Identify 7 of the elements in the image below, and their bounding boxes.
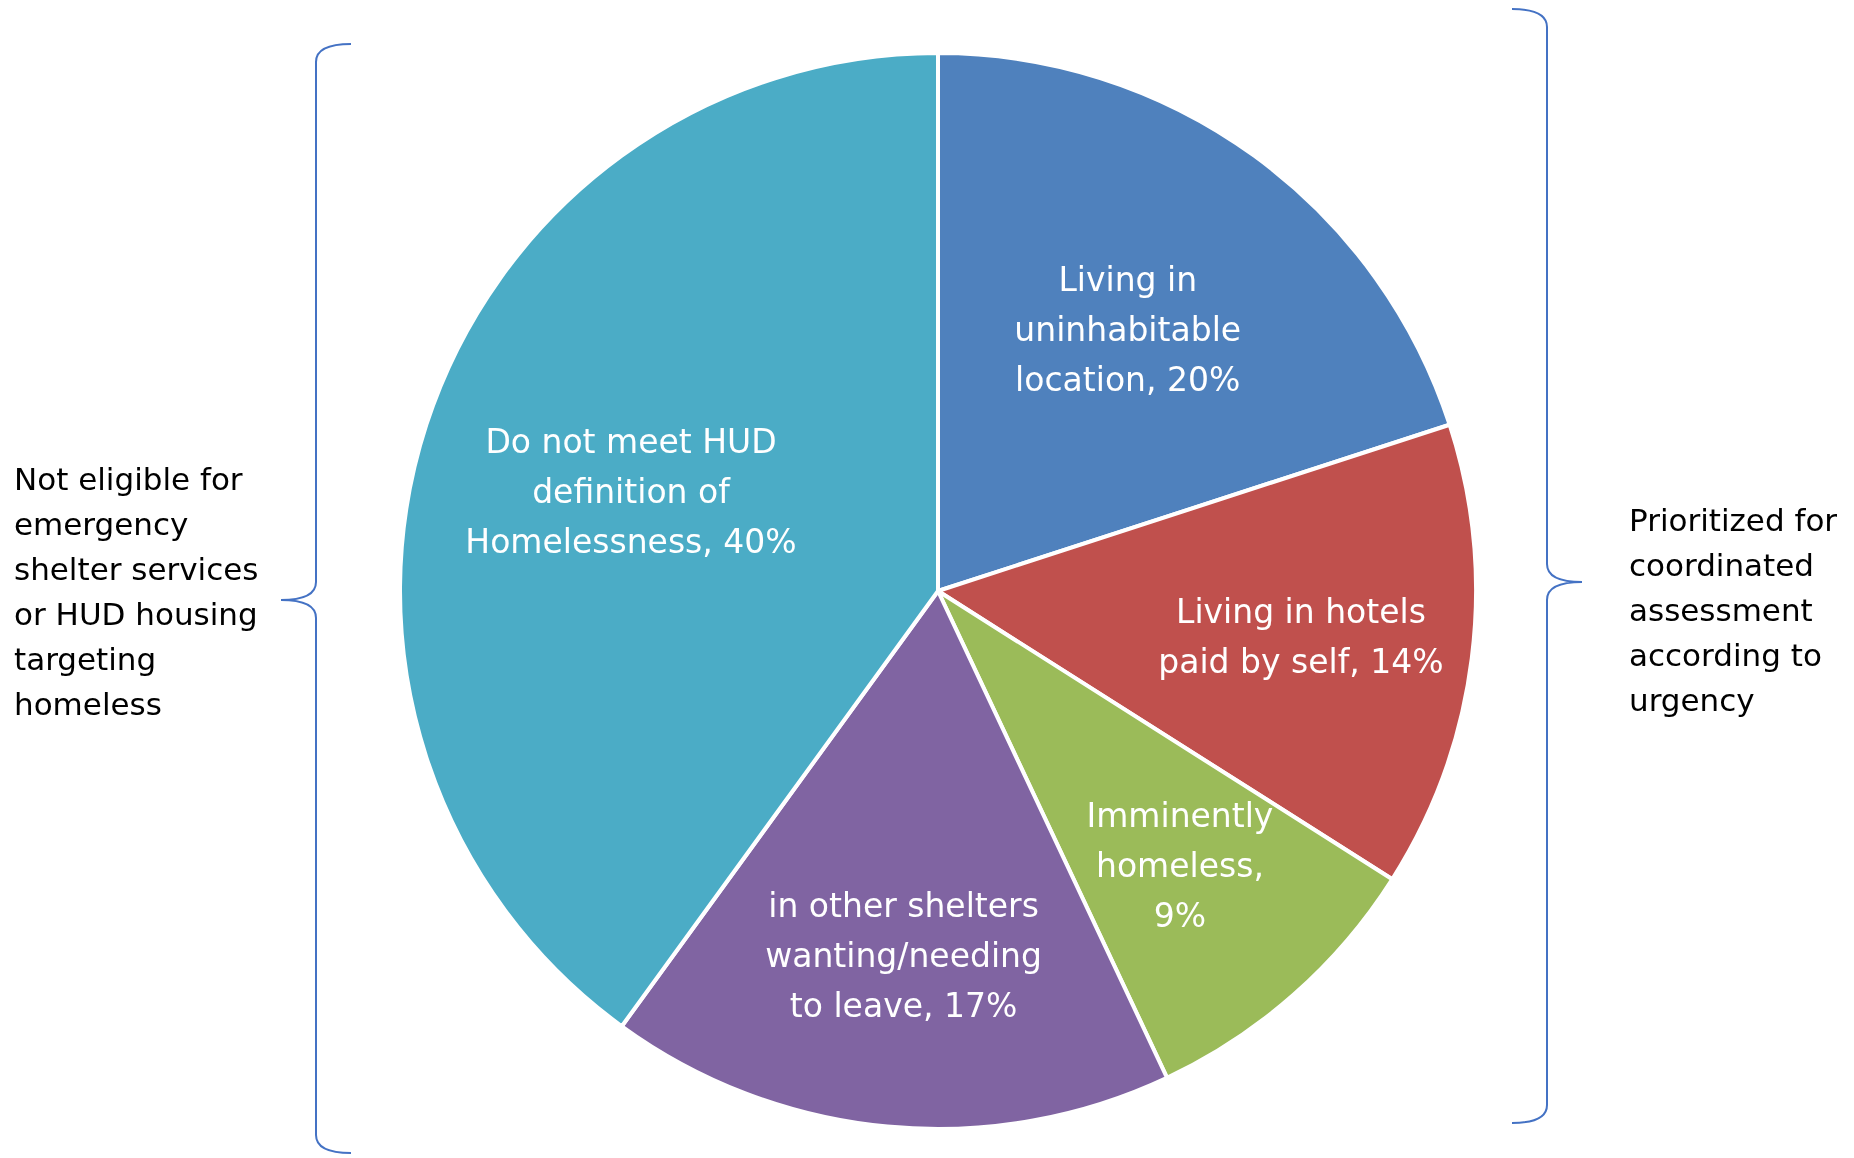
slice-label: in other shelters wanting/needing to leave, 17% [765, 885, 1042, 1025]
slice-label: Living in uninhabitable location, 20% [1014, 260, 1242, 400]
slice-label: Do not meet HUD definition of Homelessness, 40% [465, 421, 797, 561]
slice-label: Imminently homeless, 9% [1086, 795, 1274, 935]
text: Not eligible for emergency shelter services or HUD housing targeting homeless [14, 460, 259, 722]
slice-label: Living in hotels paid by self, 14% [1158, 592, 1444, 682]
text: Prioritized for coordinated assessment according to urgency [1629, 501, 1838, 718]
